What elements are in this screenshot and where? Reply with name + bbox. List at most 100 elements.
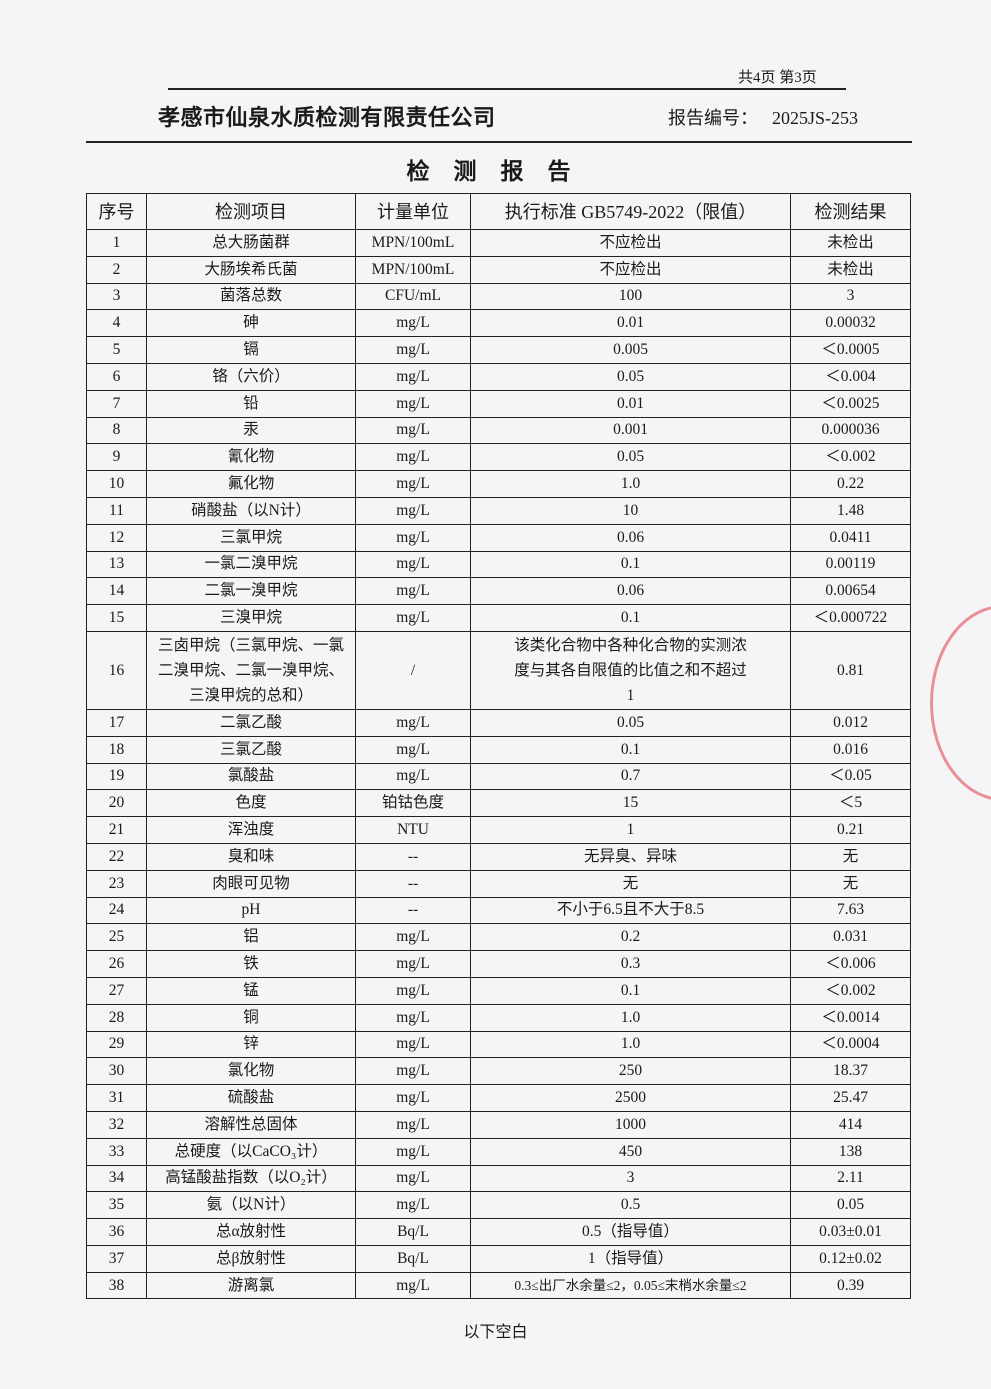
cell-result: 0.05	[790, 1191, 911, 1220]
cell-result: ＜0.002	[790, 443, 911, 472]
cell-result: 3	[790, 282, 911, 311]
cell-seq: 2	[86, 255, 147, 284]
header-result: 检测结果	[790, 193, 911, 230]
cell-standard: 0.06	[470, 577, 791, 606]
cell-seq: 20	[86, 789, 147, 818]
table-row: 29 锌 mg/L 1.0 ＜0.0004	[86, 1030, 911, 1059]
cell-result: ＜0.0005	[790, 336, 911, 364]
cell-unit: mg/L	[355, 950, 471, 978]
cell-seq: 37	[86, 1244, 147, 1273]
cell-standard: 15	[470, 789, 791, 818]
cell-seq: 25	[86, 923, 147, 952]
table-row: 6 铬（六价） mg/L 0.05 ＜0.004	[86, 362, 911, 391]
table-row: 15 三溴甲烷 mg/L 0.1 ＜0.000722	[86, 604, 911, 632]
cell-item: 三溴甲烷	[146, 604, 356, 632]
divider	[86, 141, 912, 143]
table-row: 22 臭和味 -- 无异臭、异味无	[86, 842, 911, 871]
cell-item: 三氯乙酸	[146, 735, 356, 764]
cell-standard: 1（指导值）	[470, 1244, 791, 1273]
cell-unit: CFU/mL	[355, 282, 471, 311]
cell-seq: 36	[86, 1218, 147, 1246]
header-seq: 序号	[86, 193, 147, 230]
table-row: 23 肉眼可见物 -- 无无	[86, 869, 911, 898]
cell-result: 无	[790, 869, 911, 898]
table-row: 18 三氯乙酸 mg/L 0.1 0.016	[86, 735, 911, 764]
cell-item: 汞	[146, 416, 356, 445]
table-row: 13 一氯二溴甲烷 mg/L 0.1 0.00119	[86, 550, 911, 579]
cell-item: 砷	[146, 309, 356, 338]
cell-item: 镉	[146, 336, 356, 364]
table-row: 20 色度 铂钴色度 15 ＜5	[86, 789, 911, 818]
table-row: 12 三氯甲烷 mg/L 0.06 0.0411	[86, 523, 911, 552]
cell-item: 色度	[146, 789, 356, 818]
cell-result: ＜0.0004	[790, 1030, 911, 1059]
cell-unit: Bq/L	[355, 1218, 471, 1246]
blank-below-note: 以下空白	[463, 1324, 528, 1341]
cell-item: 一氯二溴甲烷	[146, 550, 356, 579]
cell-unit: mg/L	[355, 1110, 471, 1139]
cell-seq: 24	[86, 896, 147, 925]
cell-result: 0.00032	[790, 309, 911, 338]
table-header-row: 序号 检测项目 计量单位 执行标准 GB5749-2022（限值） 检测结果	[86, 193, 911, 230]
report-number-label: 报告编号：	[668, 108, 758, 128]
cell-standard: 该类化合物中各种化合物的实测浓度与其各自限值的比值之和不超过1	[470, 630, 791, 710]
cell-seq: 6	[86, 362, 147, 391]
table-row: 5 镉 mg/L 0.005 ＜0.0005	[86, 336, 911, 364]
cell-item: 铝	[146, 923, 356, 952]
cell-result: 0.03±0.01	[790, 1218, 911, 1246]
cell-unit: mg/L	[355, 470, 471, 498]
cell-seq: 9	[86, 443, 147, 472]
cell-unit: MPN/100mL	[355, 255, 471, 284]
cell-standard: 无	[470, 869, 791, 898]
cell-standard: 0.06	[470, 523, 791, 552]
cell-standard: 1.0	[470, 1030, 791, 1059]
cell-unit: 铂钴色度	[355, 789, 471, 818]
cell-result: 0.016	[790, 735, 911, 764]
cell-item: 铜	[146, 1003, 356, 1032]
cell-standard: 不应检出	[470, 229, 791, 257]
results-table: 序号 检测项目 计量单位 执行标准 GB5749-2022（限值） 检测结果 1…	[86, 193, 911, 1300]
cell-item: 铬（六价）	[146, 362, 356, 391]
cell-unit: mg/L	[355, 762, 471, 791]
cell-item: 溶解性总固体	[146, 1110, 356, 1139]
cell-item: 大肠埃希氏菌	[146, 255, 356, 284]
cell-result: 25.47	[790, 1084, 911, 1112]
divider	[168, 88, 846, 90]
cell-unit: mg/L	[355, 1084, 471, 1112]
cell-result: ＜0.0025	[790, 389, 911, 418]
cell-seq: 17	[86, 708, 147, 737]
cell-result: 1.48	[790, 496, 911, 525]
table-row: 32 溶解性总固体 mg/L 1000 414	[86, 1110, 911, 1139]
cell-unit: mg/L	[355, 577, 471, 606]
cell-unit: MPN/100mL	[355, 229, 471, 257]
cell-seq: 38	[86, 1271, 147, 1300]
cell-standard: 2500	[470, 1084, 791, 1112]
cell-unit: mg/L	[355, 416, 471, 445]
cell-unit: mg/L	[355, 735, 471, 764]
cell-result: ＜5	[790, 789, 911, 818]
cell-standard: 1000	[470, 1110, 791, 1139]
cell-unit: mg/L	[355, 309, 471, 338]
table-row: 37 总β放射性 Bq/L 1（指导值） 0.12±0.02	[86, 1244, 911, 1273]
table-row: 30 氯化物 mg/L 250 18.37	[86, 1057, 911, 1086]
cell-unit: mg/L	[355, 976, 471, 1005]
cell-standard: 0.05	[470, 708, 791, 737]
cell-seq: 33	[86, 1137, 147, 1166]
table-row: 28 铜 mg/L 1.0 ＜0.0014	[86, 1003, 911, 1032]
cell-item: 总硬度（以CaCO₃计）	[146, 1137, 356, 1166]
cell-unit: mg/L	[355, 1030, 471, 1059]
cell-result: 18.37	[790, 1057, 911, 1086]
cell-result: 无	[790, 842, 911, 871]
cell-item: 总α放射性	[146, 1218, 356, 1246]
cell-item: 氟化物	[146, 470, 356, 498]
cell-unit: --	[355, 842, 471, 871]
cell-unit: mg/L	[355, 1164, 471, 1193]
cell-item: 锌	[146, 1030, 356, 1059]
cell-seq: 16	[86, 630, 147, 710]
cell-seq: 13	[86, 550, 147, 579]
cell-unit: NTU	[355, 816, 471, 844]
cell-unit: mg/L	[355, 1137, 471, 1166]
cell-standard: 0.05	[470, 443, 791, 472]
cell-item: 三卤甲烷（三氯甲烷、一氯二溴甲烷、二氯一溴甲烷、三溴甲烷的总和）	[146, 630, 356, 710]
